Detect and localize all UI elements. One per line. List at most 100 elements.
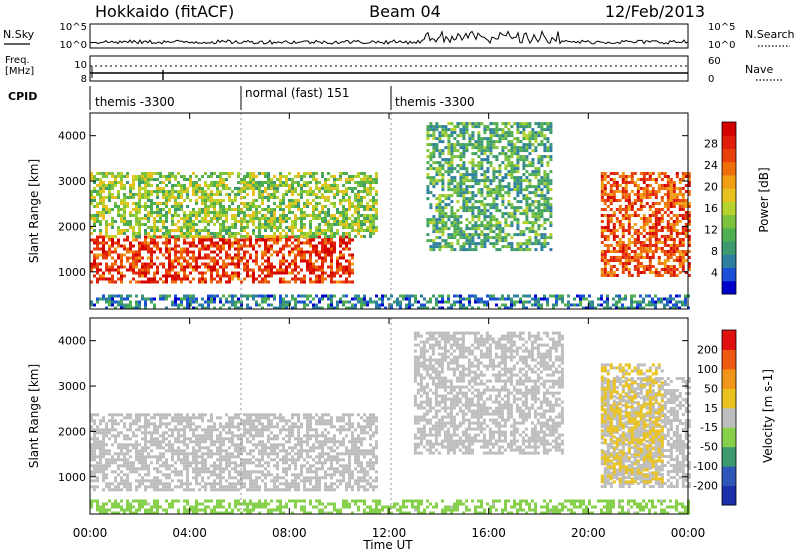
power-cell-0 bbox=[204, 253, 207, 257]
power-cell-0 bbox=[261, 238, 264, 242]
power-cell-0 bbox=[288, 235, 291, 239]
power-cell-3 bbox=[651, 235, 655, 238]
power-cell-1 bbox=[111, 172, 114, 175]
power-cell-2 bbox=[480, 233, 484, 237]
power-cell-4 bbox=[600, 297, 603, 301]
power-cell-4 bbox=[279, 294, 282, 298]
power-cell-2 bbox=[525, 242, 529, 246]
power-cell-0 bbox=[165, 268, 168, 272]
power-cell-2 bbox=[480, 146, 484, 150]
power-cell-4 bbox=[669, 294, 672, 298]
power-cell-0 bbox=[183, 247, 186, 251]
velocity-cell-0 bbox=[105, 458, 108, 462]
power-cell-2 bbox=[540, 242, 544, 246]
power-cell-0 bbox=[258, 268, 261, 272]
velocity-cell-0 bbox=[96, 413, 99, 417]
power-cell-0 bbox=[303, 241, 306, 245]
power-cell-1 bbox=[324, 235, 327, 238]
power-cell-3 bbox=[606, 220, 610, 223]
power-cell-1 bbox=[354, 196, 357, 199]
power-cell-0 bbox=[216, 280, 219, 284]
power-cell-1 bbox=[207, 229, 210, 232]
power-cell-1 bbox=[318, 196, 321, 199]
power-cell-1 bbox=[345, 178, 348, 181]
power-cell-3 bbox=[660, 217, 664, 220]
power-cell-0 bbox=[93, 241, 96, 245]
power-cell-0 bbox=[168, 247, 171, 251]
power-cell-0 bbox=[144, 262, 147, 266]
power-cell-3 bbox=[666, 202, 670, 205]
power-cell-0 bbox=[114, 262, 117, 266]
power-cell-1 bbox=[369, 220, 372, 223]
power-cell-2 bbox=[540, 143, 544, 147]
power-cell-2 bbox=[447, 161, 451, 165]
power-cell-0 bbox=[294, 265, 297, 269]
power-cell-2 bbox=[483, 215, 487, 219]
power-cell-4 bbox=[408, 294, 411, 298]
power-cell-1 bbox=[288, 199, 291, 202]
power-cell-3 bbox=[615, 229, 619, 232]
power-cell-1 bbox=[96, 172, 99, 175]
power-cell-0 bbox=[288, 271, 291, 275]
power-cell-0 bbox=[138, 268, 141, 272]
power-cell-0 bbox=[147, 235, 150, 239]
power-cell-4 bbox=[522, 303, 525, 307]
power-cell-2 bbox=[540, 122, 544, 126]
header-right: 12/Feb/2013 bbox=[605, 2, 705, 21]
power-cell-2 bbox=[537, 227, 541, 231]
power-cell-3 bbox=[654, 241, 658, 244]
power-cell-4 bbox=[495, 297, 498, 301]
power-cell-3 bbox=[624, 214, 628, 217]
power-cell-1 bbox=[96, 202, 99, 205]
power-cell-2 bbox=[480, 137, 484, 141]
power-cell-1 bbox=[153, 223, 156, 226]
power-cell-2 bbox=[441, 221, 445, 225]
power-cell-2 bbox=[426, 143, 430, 147]
power-cell-2 bbox=[492, 245, 496, 249]
power-cell-1 bbox=[315, 193, 318, 196]
power-cell-2 bbox=[450, 134, 454, 138]
power-cell-1 bbox=[93, 205, 96, 208]
power-cell-0 bbox=[294, 277, 297, 281]
power-cell-1 bbox=[306, 190, 309, 193]
power-cell-3 bbox=[651, 172, 655, 175]
power-cell-1 bbox=[192, 208, 195, 211]
power-cell-0 bbox=[234, 238, 237, 242]
power-cell-3 bbox=[600, 259, 604, 262]
power-cell-4 bbox=[597, 297, 600, 301]
power-cell-2 bbox=[483, 137, 487, 141]
power-cell-1 bbox=[333, 187, 336, 190]
power-cell-1 bbox=[252, 193, 255, 196]
power-cell-3 bbox=[651, 226, 655, 229]
power-cell-1 bbox=[333, 196, 336, 199]
power-cell-4 bbox=[684, 303, 687, 307]
power-cell-1 bbox=[192, 223, 195, 226]
power-cell-0 bbox=[171, 265, 174, 269]
power-cell-0 bbox=[321, 262, 324, 266]
power-cell-1 bbox=[357, 208, 360, 211]
power-cell-2 bbox=[492, 170, 496, 174]
power-cell-2 bbox=[546, 188, 550, 192]
power-cell-3 bbox=[612, 178, 616, 181]
power-cell-0 bbox=[210, 280, 213, 284]
power-cell-2 bbox=[498, 227, 502, 231]
nsky-tick-top: 10^5 bbox=[60, 22, 87, 33]
power-cell-4 bbox=[633, 300, 636, 304]
power-cell-1 bbox=[273, 211, 276, 214]
power-cell-4 bbox=[381, 300, 384, 304]
power-cell-3 bbox=[612, 172, 616, 175]
power-cell-0 bbox=[150, 247, 153, 251]
power-cell-1 bbox=[234, 235, 237, 238]
power-cell-1 bbox=[222, 205, 225, 208]
power-cell-4 bbox=[174, 294, 177, 298]
power-cell-2 bbox=[441, 125, 445, 129]
power-cell-1 bbox=[270, 226, 273, 229]
power-cell-0 bbox=[309, 280, 312, 284]
power-cell-4 bbox=[192, 297, 195, 301]
power-cell-2 bbox=[510, 161, 514, 165]
power-cell-3 bbox=[609, 172, 613, 175]
power-cell-3 bbox=[672, 181, 676, 184]
power-cell-0 bbox=[345, 247, 348, 251]
velocity-cell-0 bbox=[102, 470, 105, 474]
power-cell-4 bbox=[105, 306, 108, 310]
